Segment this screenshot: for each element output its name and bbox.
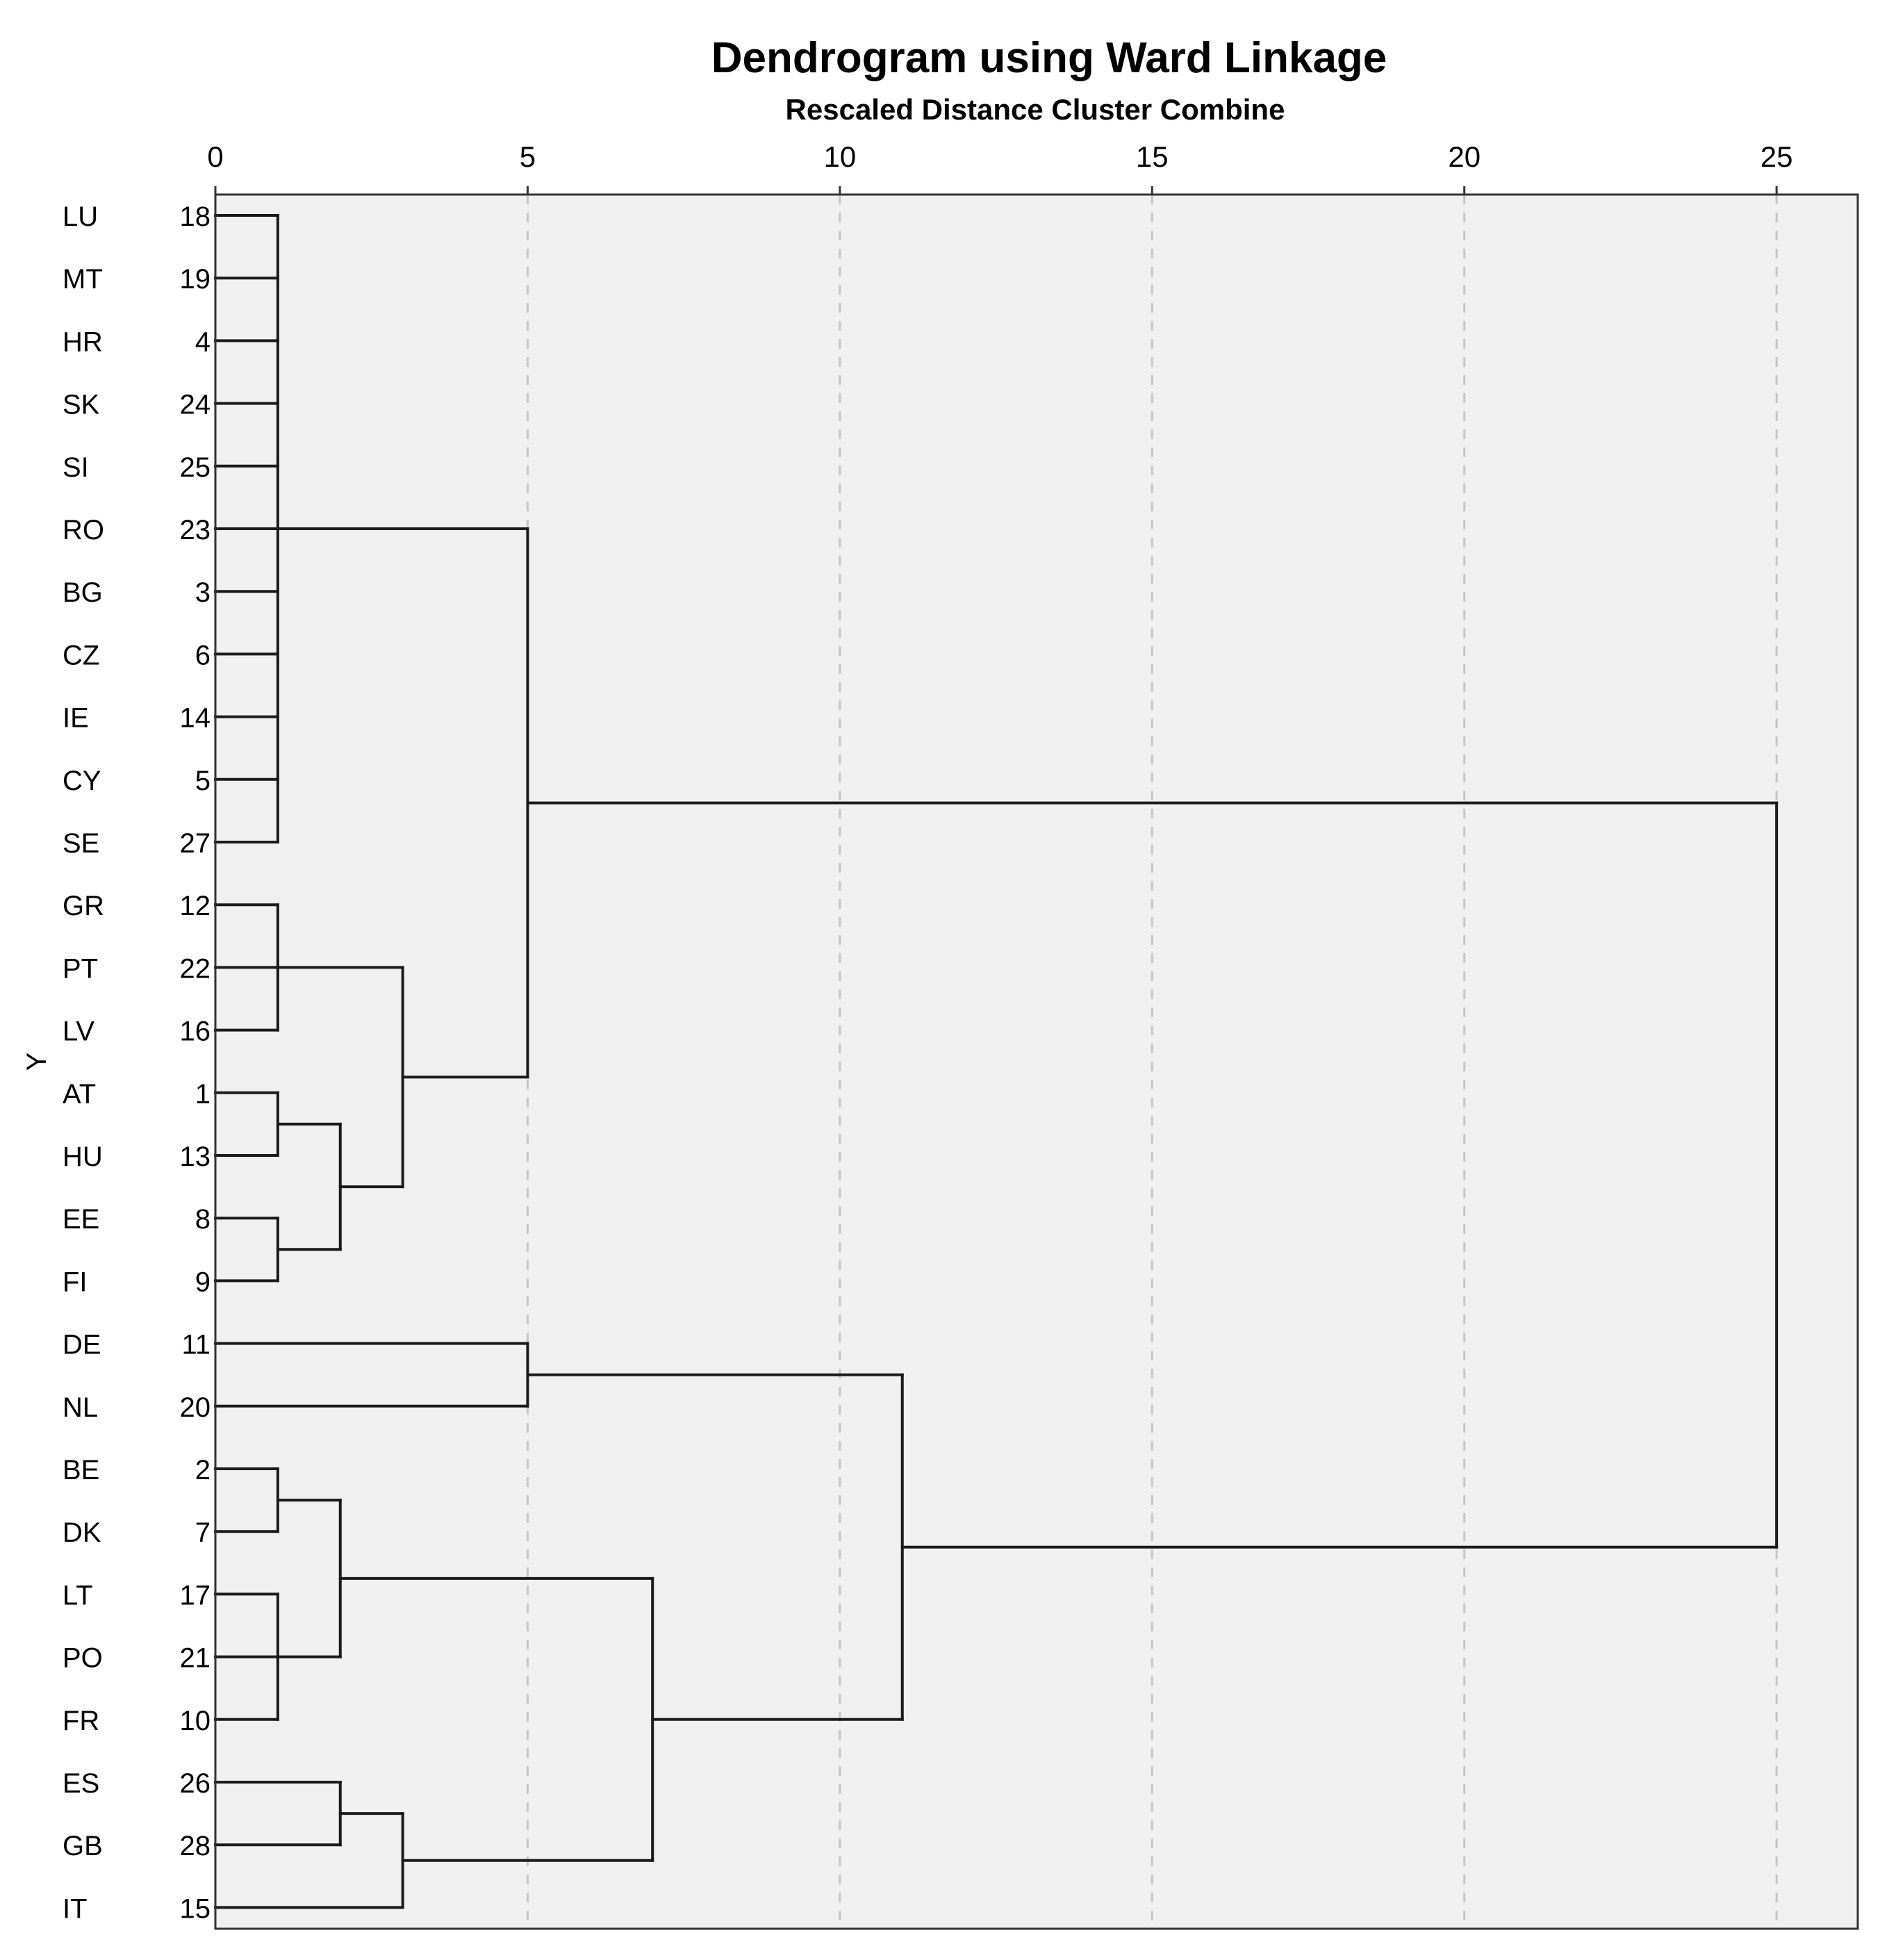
dendrogram-tree <box>214 214 1779 1909</box>
leaf-name: SE <box>63 828 99 859</box>
leaf-id: 11 <box>181 1330 211 1360</box>
leaf-id: 23 <box>180 515 211 545</box>
leaf-id: 24 <box>180 390 211 420</box>
x-tick-label: 20 <box>1448 140 1481 173</box>
x-tick-label: 25 <box>1761 140 1793 173</box>
leaf-id: 6 <box>195 640 211 670</box>
leaf-id: 1 <box>195 1079 211 1110</box>
leaf-id: 17 <box>180 1580 211 1611</box>
leaf-id: 10 <box>180 1706 211 1736</box>
leaf-id: 3 <box>195 577 211 608</box>
leaf-name: SK <box>63 390 100 420</box>
leaf-name: SI <box>63 452 89 483</box>
leaf-name: MT <box>63 264 103 295</box>
leaf-name: BE <box>63 1455 99 1485</box>
leaf-name: AT <box>63 1079 96 1110</box>
leaf-id: 9 <box>195 1267 211 1297</box>
leaf-name: FI <box>63 1267 88 1297</box>
leaf-name: IT <box>63 1893 88 1924</box>
x-tick-label: 15 <box>1136 140 1169 173</box>
leaf-name: EE <box>63 1204 99 1235</box>
leaf-name: LV <box>63 1016 94 1047</box>
leaf-name: LT <box>63 1580 93 1611</box>
leaf-name: LU <box>63 201 98 232</box>
leaf-name: HU <box>63 1142 103 1172</box>
leaf-id: 26 <box>180 1768 211 1799</box>
leaf-id: 14 <box>180 703 211 734</box>
leaf-name: PT <box>63 953 98 984</box>
leaf-id: 21 <box>180 1643 211 1674</box>
leaf-name: CY <box>63 766 101 796</box>
x-tick-label: 0 <box>207 140 223 173</box>
leaf-name: FR <box>63 1706 99 1736</box>
leaf-id: 12 <box>180 891 211 921</box>
chart-title: Dendrogram using Ward Linkage <box>711 34 1387 82</box>
leaf-id: 2 <box>195 1455 211 1485</box>
leaf-name: GR <box>63 891 104 921</box>
chart-subtitle: Rescaled Distance Cluster Combine <box>786 93 1285 126</box>
leaf-id: 20 <box>180 1392 211 1423</box>
x-axis-ticks: 0 5 10 15 20 25 <box>207 140 1793 195</box>
leaf-name: IE <box>63 703 89 734</box>
leaf-name: RO <box>63 515 104 545</box>
leaf-id: 13 <box>180 1142 211 1172</box>
leaf-id: 4 <box>195 327 211 357</box>
leaf-id: 8 <box>195 1204 211 1235</box>
leaf-name: GB <box>63 1831 103 1861</box>
leaf-name: HR <box>63 327 103 357</box>
x-tick-label: 5 <box>520 140 536 173</box>
leaf-id: 28 <box>180 1831 211 1861</box>
leaf-id: 7 <box>195 1517 211 1548</box>
x-tick-label: 10 <box>824 140 857 173</box>
leaf-name: ES <box>63 1768 99 1799</box>
leaf-name: PO <box>63 1643 103 1674</box>
leaf-name: DE <box>63 1330 101 1360</box>
leaf-name: BG <box>63 577 103 608</box>
leaf-name: NL <box>63 1392 98 1423</box>
leaf-id: 25 <box>180 452 211 483</box>
y-axis-label: Y <box>22 1053 52 1071</box>
plot-area <box>215 195 1858 1929</box>
leaf-id: 5 <box>195 766 211 796</box>
leaf-name: DK <box>63 1517 101 1548</box>
leaf-id: 19 <box>180 264 211 295</box>
leaf-name: CZ <box>63 640 99 670</box>
leaf-id: 22 <box>180 953 211 984</box>
leaf-id: 27 <box>180 828 211 859</box>
leaf-id: 18 <box>180 201 211 232</box>
leaf-id: 15 <box>180 1893 211 1924</box>
leaf-id: 16 <box>180 1016 211 1047</box>
plot-frame <box>214 193 1859 1930</box>
